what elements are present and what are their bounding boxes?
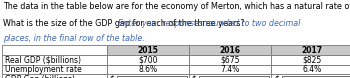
Bar: [107, 65, 189, 74]
Text: $: $: [110, 75, 114, 78]
Text: 2017: 2017: [302, 46, 323, 55]
Bar: [107, 45, 189, 55]
Text: 2015: 2015: [138, 46, 158, 55]
Bar: [107, 74, 189, 78]
Bar: [2, 65, 107, 74]
Bar: [271, 55, 350, 65]
Bar: [271, 74, 350, 78]
Text: places, in the final row of the table.: places, in the final row of the table.: [3, 34, 145, 43]
Text: 7.4%: 7.4%: [220, 65, 240, 74]
Bar: [189, 55, 271, 65]
Text: $675: $675: [220, 55, 240, 64]
Bar: [189, 65, 271, 74]
Text: Real GDP ($billions): Real GDP ($billions): [5, 55, 80, 64]
Text: $: $: [274, 75, 279, 78]
Text: $825: $825: [303, 55, 322, 64]
Bar: [189, 74, 271, 78]
Bar: [117, 76, 187, 78]
Text: 6.4%: 6.4%: [303, 65, 322, 74]
Text: Unemployment rate: Unemployment rate: [5, 65, 81, 74]
Bar: [2, 55, 107, 65]
Text: $: $: [192, 75, 197, 78]
Bar: [2, 74, 107, 78]
Bar: [199, 76, 269, 78]
Bar: [2, 45, 107, 55]
Text: 2016: 2016: [220, 46, 241, 55]
Text: 8.6%: 8.6%: [138, 65, 158, 74]
Bar: [271, 45, 350, 55]
Bar: [282, 76, 350, 78]
Text: $700: $700: [138, 55, 158, 64]
Text: What is the size of the GDP gap for each of the three years?: What is the size of the GDP gap for each…: [3, 19, 247, 28]
Bar: [107, 55, 189, 65]
Bar: [271, 65, 350, 74]
Text: GDP Gap (billions): GDP Gap (billions): [5, 75, 75, 78]
Bar: [189, 45, 271, 55]
Text: Enter your responses rounded to two decimal: Enter your responses rounded to two deci…: [118, 19, 300, 28]
Text: The data in the table below are for the economy of Merton, which has a natural r: The data in the table below are for the …: [3, 2, 350, 11]
